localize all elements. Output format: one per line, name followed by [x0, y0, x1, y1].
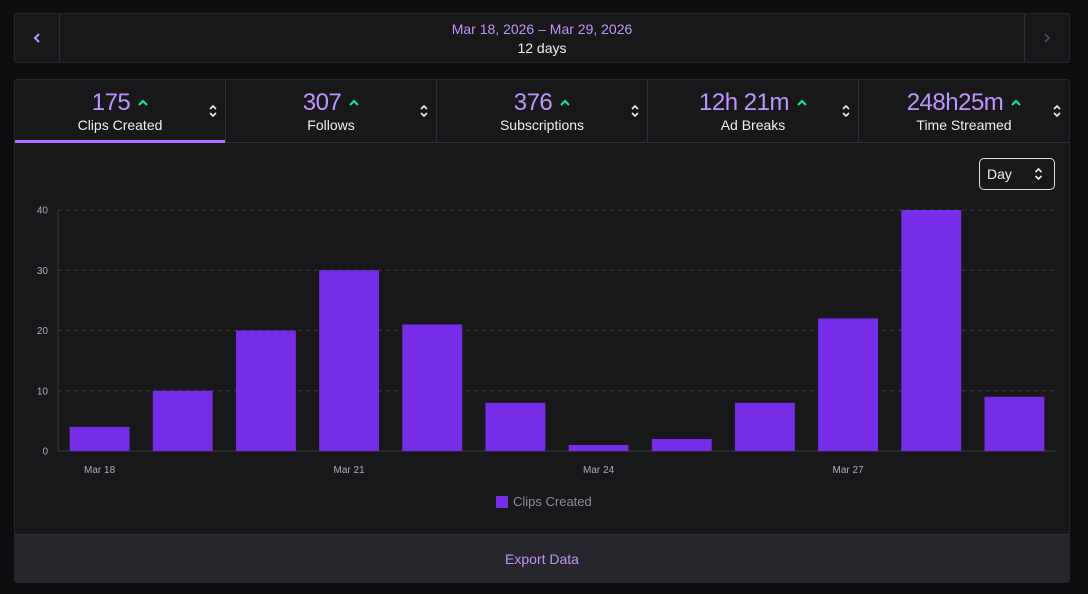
tab-value-row: 175 — [91, 88, 149, 116]
date-range-days: 12 days — [517, 39, 567, 56]
tab-clips-created[interactable]: 175 Clips Created — [15, 80, 226, 143]
bar[interactable] — [734, 402, 795, 451]
tab-subscriptions[interactable]: 376 Subscriptions — [437, 80, 648, 142]
trend-up-icon — [349, 99, 359, 106]
tab-value-row: 307 — [302, 88, 360, 116]
bar[interactable] — [984, 396, 1045, 451]
chevron-left-icon — [33, 33, 40, 43]
footer: Export Data — [15, 534, 1069, 582]
y-tick-label: 10 — [37, 386, 49, 397]
tab-label: Clips Created — [77, 116, 163, 133]
granularity-select[interactable]: Day — [979, 158, 1055, 190]
tab-value: 376 — [513, 88, 553, 116]
x-tick-label: Mar 27 — [833, 465, 865, 476]
sort-arrows-icon[interactable] — [630, 103, 640, 119]
tab-value-row: 12h 21m — [699, 88, 807, 116]
bar[interactable] — [319, 270, 380, 451]
sort-arrows-icon[interactable] — [841, 103, 851, 119]
legend-swatch — [496, 495, 508, 508]
trend-up-icon — [138, 99, 148, 106]
trend-up-icon — [1011, 99, 1021, 106]
tab-ad-breaks[interactable]: 12h 21m Ad Breaks — [648, 80, 859, 142]
chart-legend[interactable]: Clips Created — [496, 494, 592, 509]
date-range-text: Mar 18, 2026 – Mar 29, 2026 — [451, 20, 633, 37]
date-range-display: Mar 18, 2026 – Mar 29, 2026 12 days — [60, 14, 1024, 62]
y-tick-label: 40 — [37, 206, 49, 217]
tab-label: Subscriptions — [499, 116, 585, 133]
tab-label: Time Streamed — [916, 116, 1012, 133]
stats-panel: 175 Clips Created 307 Follows 376 Subscriptio… — [14, 79, 1070, 583]
bar[interactable] — [818, 318, 879, 451]
sort-arrows-icon[interactable] — [1052, 103, 1062, 119]
bar[interactable] — [402, 324, 463, 451]
sort-arrows-icon — [1034, 167, 1043, 181]
trend-up-icon — [797, 99, 807, 106]
sort-arrows-icon[interactable] — [208, 103, 218, 119]
export-data-button[interactable]: Export Data — [505, 550, 579, 567]
chart-area: 0 10 20 30 40 Mar 18 Mar 21 Mar 24 Mar 27 Day Cl… — [15, 144, 1069, 534]
tab-label: Follows — [307, 116, 355, 133]
bar[interactable] — [152, 390, 213, 451]
tab-value-row: 376 — [513, 88, 571, 116]
legend-label: Clips Created — [513, 494, 592, 509]
date-range-bar: Mar 18, 2026 – Mar 29, 2026 12 days — [14, 13, 1070, 63]
tab-value-row: 248h25m — [906, 88, 1022, 116]
tab-time-streamed[interactable]: 248h25m Time Streamed — [859, 80, 1069, 142]
bar[interactable] — [485, 402, 546, 451]
bar[interactable] — [235, 330, 296, 452]
y-tick-label: 20 — [37, 326, 49, 337]
y-tick-label: 30 — [37, 266, 49, 277]
tab-value: 248h25m — [906, 88, 1004, 116]
tab-follows[interactable]: 307 Follows — [226, 80, 437, 142]
y-tick-label: 0 — [42, 447, 48, 458]
bar[interactable] — [568, 444, 629, 451]
tab-label: Ad Breaks — [720, 116, 786, 133]
bar[interactable] — [901, 210, 962, 451]
granularity-value: Day — [987, 166, 1012, 182]
x-tick-label: Mar 24 — [583, 465, 615, 476]
x-tick-label: Mar 18 — [84, 465, 116, 476]
bar-chart: 0 10 20 30 40 Mar 18 Mar 21 Mar 24 Mar 27 — [37, 206, 1056, 476]
bar[interactable] — [651, 438, 712, 451]
tab-value: 12h 21m — [699, 88, 789, 116]
tab-value: 175 — [91, 88, 131, 116]
next-range-button[interactable] — [1024, 14, 1069, 62]
sort-arrows-icon[interactable] — [419, 103, 429, 119]
x-tick-label: Mar 21 — [334, 465, 366, 476]
bar[interactable] — [69, 426, 130, 451]
chevron-right-icon — [1044, 33, 1051, 43]
tab-value: 307 — [302, 88, 342, 116]
metric-tabs: 175 Clips Created 307 Follows 376 Subscriptio… — [15, 80, 1069, 143]
previous-range-button[interactable] — [15, 14, 60, 62]
trend-up-icon — [560, 99, 570, 106]
